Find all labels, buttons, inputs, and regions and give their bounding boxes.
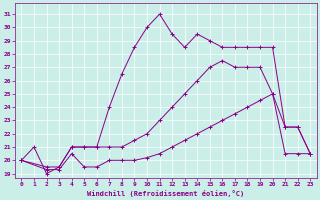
X-axis label: Windchill (Refroidissement éolien,°C): Windchill (Refroidissement éolien,°C) [87, 190, 244, 197]
